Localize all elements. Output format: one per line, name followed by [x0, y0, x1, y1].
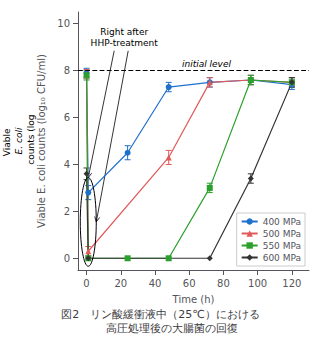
svg-text:40: 40	[149, 278, 162, 289]
svg-text:initial level: initial level	[182, 59, 232, 69]
svg-text:10: 10	[57, 18, 70, 29]
svg-text:100: 100	[248, 278, 267, 289]
svg-text:6: 6	[64, 112, 70, 123]
svg-text:0: 0	[83, 278, 89, 289]
svg-text:80: 80	[217, 278, 230, 289]
svg-text:8: 8	[64, 65, 70, 76]
svg-text:400 MPa: 400 MPa	[263, 217, 301, 227]
svg-text:2: 2	[64, 206, 70, 217]
svg-text:Viable: Viable	[2, 126, 12, 157]
svg-text:HHP-treatment: HHP-treatment	[91, 38, 159, 48]
svg-text:20: 20	[114, 278, 127, 289]
svg-text:高圧処理後の大腸菌の回復: 高圧処理後の大腸菌の回復	[84, 322, 238, 335]
svg-text:Right after: Right after	[100, 27, 148, 37]
svg-text:600 MPa: 600 MPa	[263, 253, 301, 263]
svg-text:60: 60	[183, 278, 196, 289]
svg-text:550 MPa: 550 MPa	[263, 241, 301, 251]
svg-text:500 MPa: 500 MPa	[263, 229, 301, 239]
svg-text:Time (h): Time (h)	[172, 294, 215, 305]
svg-text:120: 120	[282, 278, 301, 289]
svg-text:E. coli: E. coli	[14, 127, 24, 154]
svg-text:0: 0	[64, 253, 70, 264]
svg-text:counts (log: counts (log	[26, 114, 36, 167]
svg-text:Viable E. coli counts (log₁₀ C: Viable E. coli counts (log₁₀ CFU/ml)	[36, 54, 47, 228]
svg-text:図2 リン酸緩衝液中（25℃）における: 図2 リン酸緩衝液中（25℃）における	[61, 308, 259, 321]
svg-text:4: 4	[64, 159, 70, 170]
